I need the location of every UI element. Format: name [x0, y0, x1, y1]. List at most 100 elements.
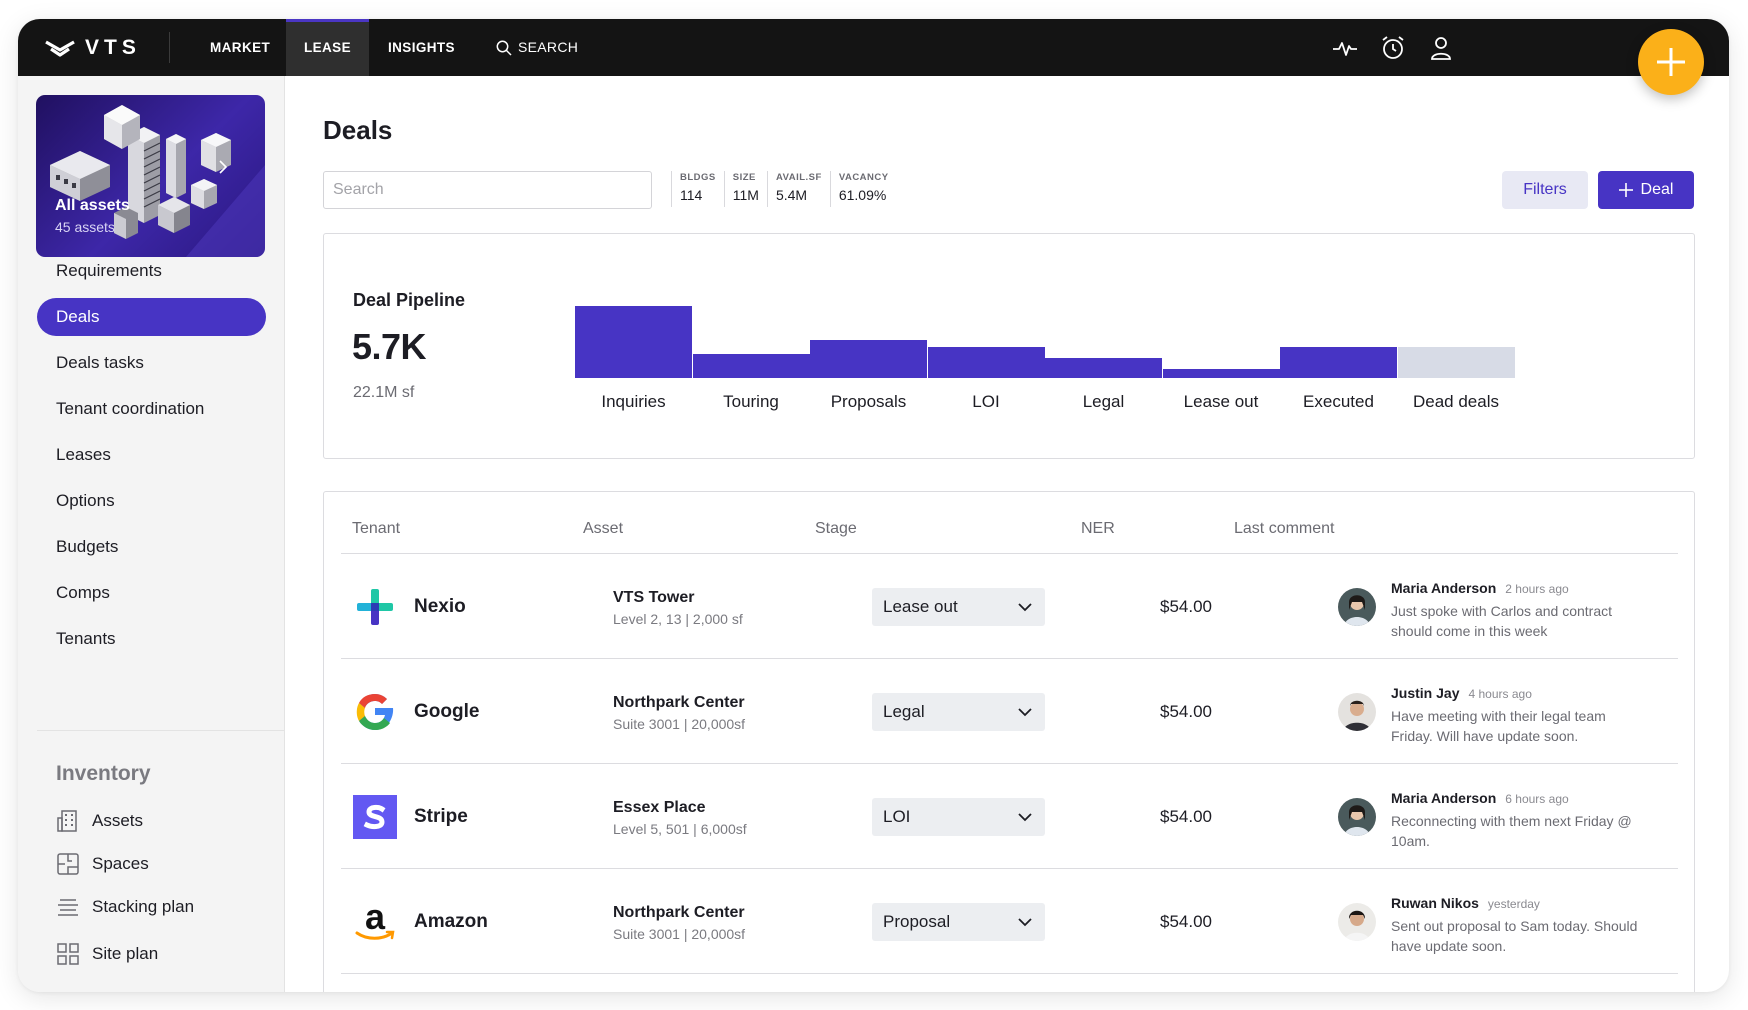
comment-author: Justin Jay 4 hours ago: [1391, 685, 1532, 701]
column-header-tenant[interactable]: Tenant: [352, 520, 401, 537]
bar[interactable]: [575, 306, 692, 378]
sidebar-item-label: Assets: [92, 811, 144, 830]
nav-lease[interactable]: LEASE: [286, 19, 369, 76]
ner-value: $54.00: [1160, 807, 1212, 826]
all-assets-title: All assets: [55, 197, 130, 214]
ner-value: $54.00: [1160, 702, 1212, 721]
stat-bldgs: BLDGS 114: [671, 171, 724, 207]
alarm-clock-icon[interactable]: [1380, 35, 1406, 61]
tenant-name[interactable]: Stripe: [414, 806, 468, 827]
table-row[interactable]: a Amazon Northpark Center Suite 3001 | 2…: [341, 869, 1678, 974]
pipeline-bar-touring[interactable]: Touring: [692, 284, 810, 411]
sidebar-item-assets[interactable]: Assets: [56, 808, 143, 834]
tenant-name[interactable]: Google: [414, 701, 480, 722]
bar[interactable]: [1045, 358, 1162, 378]
pipeline-bar-executed[interactable]: Executed: [1280, 284, 1397, 411]
pipeline-bar-legal[interactable]: Legal: [1045, 284, 1162, 411]
google-logo: [351, 688, 399, 736]
bar[interactable]: [692, 354, 810, 378]
column-header-stage[interactable]: Stage: [815, 520, 857, 537]
sidebar-item-comps[interactable]: Comps: [56, 583, 110, 602]
table-row[interactable]: Nexio VTS Tower Level 2, 13 | 2,000 sf L…: [341, 554, 1678, 659]
tenant-name[interactable]: Amazon: [414, 911, 488, 932]
nexio-logo: [351, 583, 399, 631]
plus-icon: [1657, 48, 1685, 76]
stage-dropdown[interactable]: Proposal: [872, 903, 1045, 941]
pipeline-bar-lease-out[interactable]: Lease out: [1162, 284, 1280, 411]
comment-text: Sent out proposal to Sam today. Should h…: [1391, 918, 1638, 954]
stage-value: Legal: [883, 702, 925, 721]
column-header-ner[interactable]: NER: [1081, 520, 1115, 537]
asset-name[interactable]: Northpark Center: [613, 904, 745, 921]
comment-time: 4 hours ago: [1468, 687, 1532, 701]
pipeline-bar-dead-deals[interactable]: Dead deals: [1397, 284, 1515, 411]
sidebar-item-deals[interactable]: Deals: [37, 298, 266, 336]
create-new-button[interactable]: [1638, 29, 1704, 95]
bar[interactable]: [810, 340, 927, 378]
table-row[interactable]: Stripe Essex Place Level 5, 501 | 6,000s…: [341, 764, 1678, 869]
brand-name: VTS: [85, 35, 141, 59]
sidebar-item-options[interactable]: Options: [56, 491, 115, 510]
bar[interactable]: [1280, 347, 1397, 378]
column-header-asset[interactable]: Asset: [583, 520, 624, 537]
table-row[interactable]: Google Northpark Center Suite 3001 | 20,…: [341, 659, 1678, 764]
nav-insights[interactable]: INSIGHTS: [388, 40, 455, 55]
tenant-name[interactable]: Nexio: [414, 596, 466, 617]
asset-name[interactable]: VTS Tower: [613, 589, 695, 606]
stat-label: VACANCY: [838, 172, 889, 183]
sidebar-item-budgets[interactable]: Budgets: [56, 537, 119, 556]
bar[interactable]: [1162, 369, 1280, 378]
bar-label: Touring: [723, 392, 779, 411]
sidebar-item-deals-tasks[interactable]: Deals tasks: [56, 353, 144, 372]
asset-name[interactable]: Northpark Center: [613, 694, 745, 711]
avatar: [1338, 693, 1376, 731]
pipeline-bar-inquiries[interactable]: Inquiries: [575, 284, 692, 411]
all-assets-count: 45 assets: [55, 219, 115, 235]
sidebar-item-spaces[interactable]: Spaces: [56, 851, 149, 877]
sidebar-item-requirements[interactable]: Requirements: [56, 261, 162, 280]
bar[interactable]: [927, 347, 1045, 378]
city-buildings-illustration: [50, 105, 265, 257]
stat-label: AVAIL.SF: [775, 172, 822, 183]
vts-logo[interactable]: VTS: [45, 34, 141, 61]
add-deal-button[interactable]: Deal: [1598, 171, 1694, 209]
asset-name[interactable]: Essex Place: [613, 799, 706, 816]
amazon-logo-icon: a: [355, 899, 395, 940]
sidebar-item-label: Stacking plan: [92, 897, 195, 916]
stage-dropdown[interactable]: Legal: [872, 693, 1045, 731]
grid-icon: [57, 943, 79, 965]
sidebar-item-tenants[interactable]: Tenants: [56, 629, 116, 648]
comment-text: Have meeting with their legal team Frida…: [1391, 708, 1606, 744]
column-header-last-comment[interactable]: Last comment: [1234, 520, 1335, 537]
sidebar-item-leases[interactable]: Leases: [56, 445, 111, 464]
stage-dropdown[interactable]: LOI: [872, 798, 1045, 836]
deals-search-input[interactable]: [323, 171, 652, 209]
google-logo-icon: [356, 694, 394, 730]
author-name: Maria Anderson: [1391, 580, 1497, 596]
chevron-down-icon: [1018, 918, 1032, 927]
svg-text:a: a: [365, 899, 386, 937]
pipeline-bar-proposals[interactable]: Proposals: [810, 284, 927, 411]
author-name: Justin Jay: [1391, 685, 1460, 701]
stat-avail-sf: AVAIL.SF 5.4M: [766, 171, 830, 207]
user-avatar-icon: [1338, 693, 1376, 731]
filters-button[interactable]: Filters: [1502, 171, 1588, 209]
activity-icon[interactable]: [1332, 35, 1358, 61]
stat-value: 61.09%: [838, 187, 887, 203]
bar[interactable]: [1397, 347, 1515, 378]
stage-dropdown[interactable]: Lease out: [872, 588, 1045, 626]
sidebar-item-site-plan[interactable]: Site plan: [56, 941, 158, 967]
stat-vacancy: VACANCY 61.09%: [829, 171, 897, 207]
stat-value: 5.4M: [775, 187, 808, 203]
sidebar-item-stacking-plan[interactable]: Stacking plan: [56, 894, 194, 920]
pipeline-bar-loi[interactable]: LOI: [927, 284, 1045, 411]
comment-time: 6 hours ago: [1505, 792, 1569, 806]
user-profile-icon[interactable]: [1428, 35, 1454, 61]
sidebar-item-tenant-coordination[interactable]: Tenant coordination: [56, 399, 205, 418]
comment-time: 2 hours ago: [1505, 582, 1569, 596]
nav-divider: [169, 32, 170, 63]
nav-search[interactable]: SEARCH: [496, 19, 578, 76]
nav-market[interactable]: MARKET: [210, 40, 271, 55]
floorplan-icon: [57, 853, 79, 875]
all-assets-card[interactable]: All assets 45 assets: [36, 95, 265, 257]
